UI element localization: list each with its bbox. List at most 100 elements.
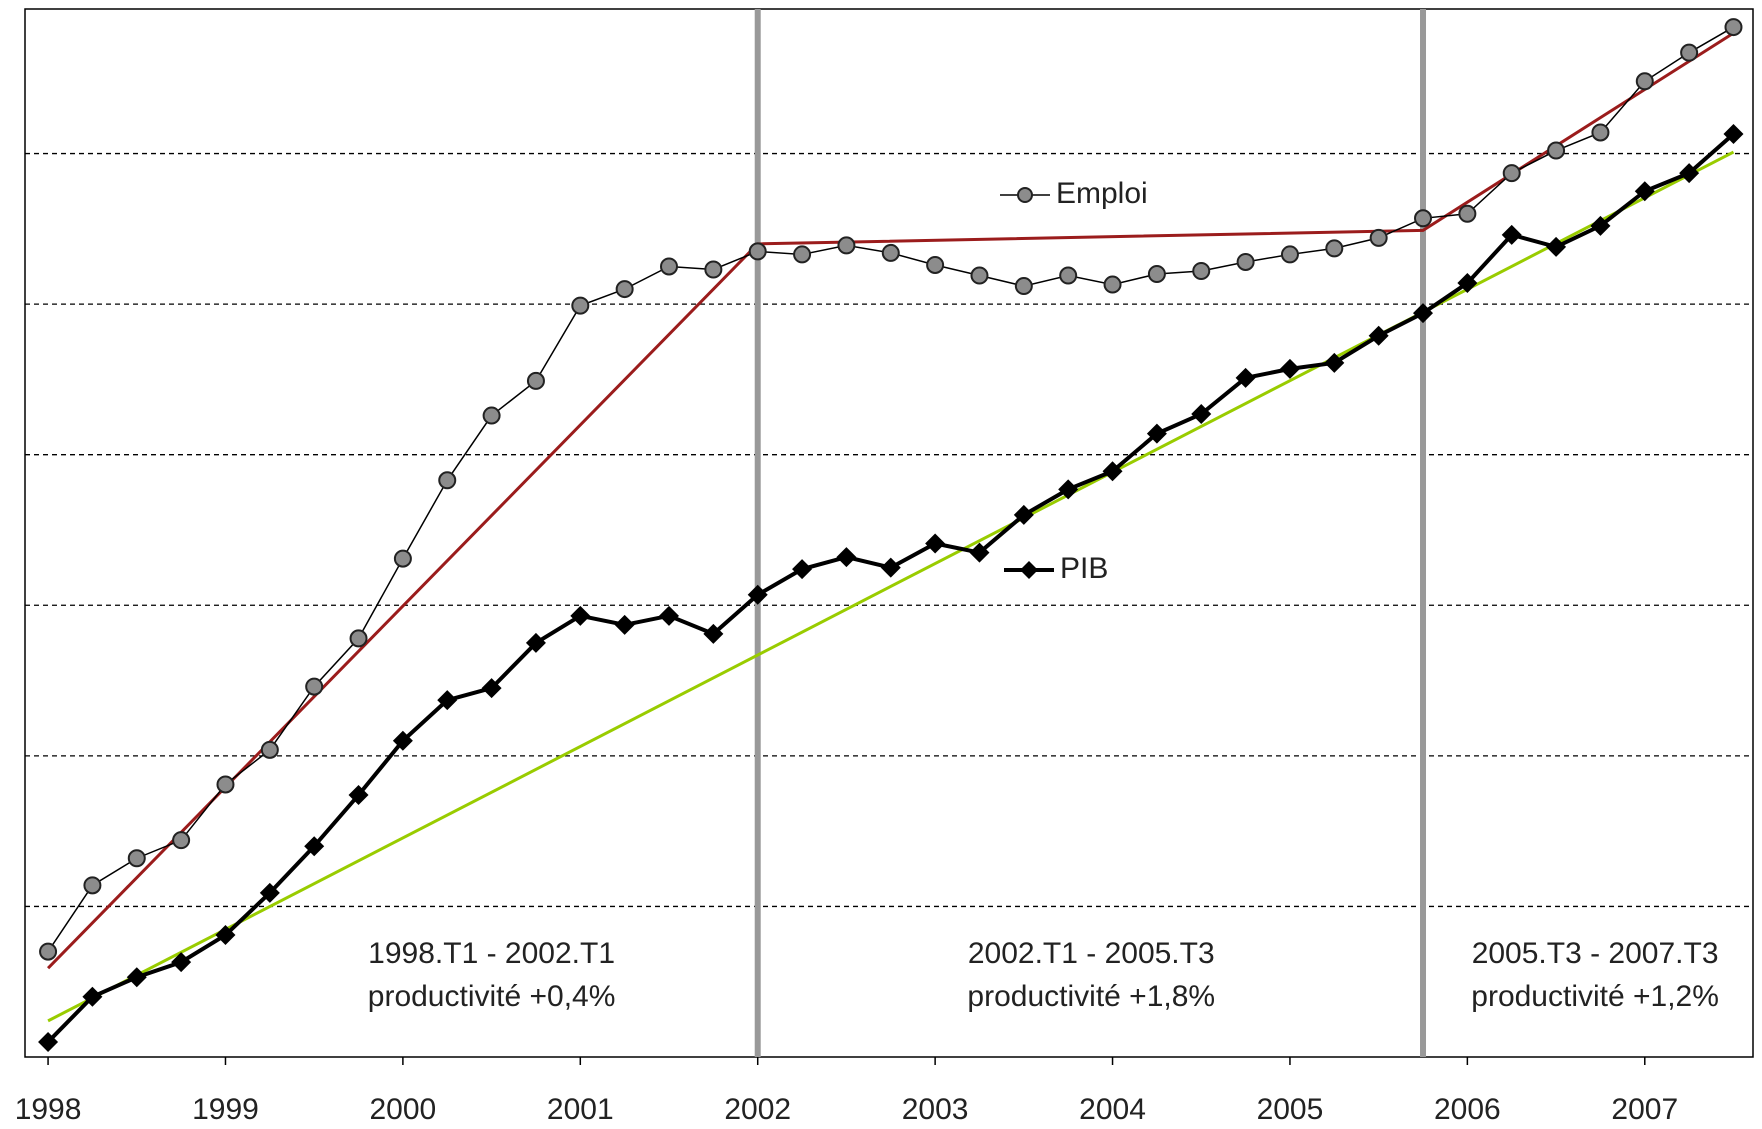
marker	[969, 542, 990, 563]
marker	[703, 623, 724, 644]
marker	[82, 986, 103, 1007]
marker	[1059, 266, 1078, 285]
marker	[1013, 504, 1034, 525]
marker	[1191, 404, 1212, 425]
marker	[1457, 273, 1478, 294]
marker	[1147, 265, 1166, 284]
legend-label: PIB	[1060, 552, 1108, 585]
trend-line	[46, 31, 1735, 970]
marker	[970, 266, 989, 285]
marker	[39, 942, 58, 961]
marker	[836, 547, 857, 568]
marker	[526, 371, 545, 390]
marker	[1501, 224, 1522, 245]
marker	[393, 549, 412, 568]
annotation: 2005.T3 - 2007.T3	[1472, 937, 1719, 970]
legend-label: Emploi	[1056, 177, 1148, 210]
x-tick-label: 2003	[902, 1093, 969, 1126]
marker	[1280, 245, 1299, 264]
marker	[127, 849, 146, 868]
x-tick-label: 2005	[1257, 1093, 1324, 1126]
plot-frame	[24, 8, 1754, 1058]
x-tick-label: 1999	[192, 1093, 259, 1126]
marker	[1146, 423, 1167, 444]
marker	[482, 406, 501, 425]
x-tick-label: 2007	[1611, 1093, 1678, 1126]
marker	[1724, 18, 1743, 37]
marker	[215, 925, 236, 946]
x-tick-label: 2002	[724, 1093, 791, 1126]
marker	[571, 296, 590, 315]
marker	[1014, 277, 1033, 296]
marker	[792, 559, 813, 580]
marker	[1368, 325, 1389, 346]
marker	[615, 280, 634, 299]
marker	[304, 836, 325, 857]
marker	[1325, 239, 1344, 258]
marker	[1680, 43, 1699, 62]
legend-marker	[1017, 187, 1033, 203]
marker	[1679, 163, 1700, 184]
marker	[83, 876, 102, 895]
marker	[614, 614, 635, 635]
marker	[1279, 358, 1300, 379]
marker	[1369, 228, 1388, 247]
marker	[837, 236, 856, 255]
annotation: productivité +1,2%	[1471, 980, 1719, 1013]
marker	[1723, 123, 1744, 144]
marker	[1590, 215, 1611, 236]
marker	[1413, 303, 1434, 324]
annotation: productivité +1,8%	[967, 980, 1215, 1013]
marker	[172, 831, 191, 850]
marker	[925, 533, 946, 554]
x-tick-label: 1998	[15, 1093, 82, 1126]
marker	[660, 257, 679, 276]
marker	[1192, 262, 1211, 280]
marker	[1236, 252, 1255, 271]
marker	[1458, 204, 1477, 223]
marker	[348, 785, 369, 805]
marker	[525, 632, 546, 653]
marker	[171, 952, 192, 973]
marker	[216, 775, 235, 794]
marker	[1634, 181, 1655, 202]
legend-marker	[1020, 561, 1038, 579]
marker	[1414, 209, 1433, 228]
annotation: 1998.T1 - 2002.T1	[368, 937, 615, 970]
x-tick-label: 2001	[547, 1093, 614, 1126]
marker	[305, 677, 324, 696]
marker	[481, 678, 502, 699]
marker	[392, 730, 413, 751]
marker	[1635, 72, 1654, 91]
marker	[1103, 275, 1122, 294]
marker	[747, 584, 768, 605]
x-tick-label: 2006	[1434, 1093, 1501, 1126]
annotation: 2002.T1 - 2005.T3	[968, 937, 1215, 970]
marker	[1547, 141, 1566, 160]
marker	[260, 740, 279, 759]
marker	[438, 471, 457, 490]
marker	[659, 605, 680, 626]
marker	[38, 1031, 59, 1052]
marker	[704, 260, 723, 279]
marker	[126, 967, 147, 988]
marker	[880, 557, 901, 578]
marker	[881, 243, 900, 262]
series-line	[47, 26, 1734, 953]
marker	[1102, 461, 1123, 482]
trend-line	[47, 150, 1735, 1023]
marker	[1324, 352, 1345, 373]
marker	[748, 242, 767, 261]
x-tick-label: 2000	[370, 1093, 437, 1126]
marker	[570, 605, 591, 626]
marker	[1502, 164, 1521, 183]
marker	[1546, 236, 1567, 257]
marker	[793, 245, 812, 264]
annotation: productivité +0,4%	[368, 980, 616, 1013]
marker	[1591, 123, 1610, 142]
marker	[1235, 367, 1256, 388]
marker	[926, 255, 945, 274]
marker	[259, 882, 280, 903]
x-tick-label: 2004	[1079, 1093, 1146, 1126]
